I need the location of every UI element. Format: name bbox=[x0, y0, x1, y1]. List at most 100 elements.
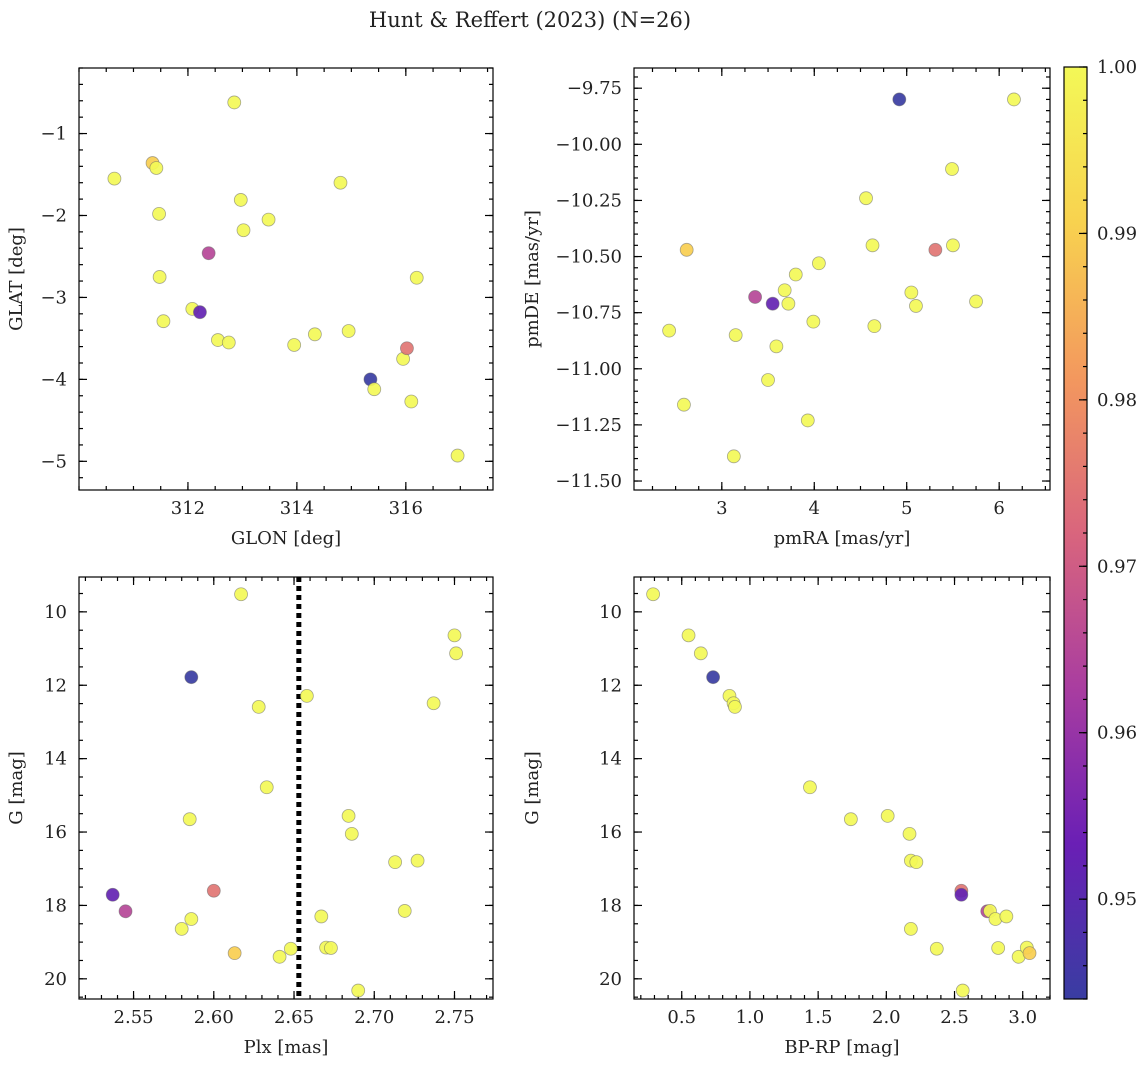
x-tick-label: 2.70 bbox=[354, 1007, 394, 1028]
data-point bbox=[726, 449, 741, 464]
colorbar: 0.95 0.96 0.97 0.98 0.99 1.00 bbox=[1063, 57, 1137, 1000]
plot-frame bbox=[633, 576, 1051, 1000]
data-point bbox=[800, 413, 815, 428]
y-tick-label: 20 bbox=[44, 969, 67, 990]
data-point bbox=[107, 171, 122, 186]
y-tick-label: 18 bbox=[44, 895, 67, 916]
y-tick-label: 10 bbox=[599, 602, 622, 623]
data-point bbox=[251, 700, 266, 714]
y-tick-label: −2 bbox=[40, 205, 67, 226]
x-tick-label: 2.75 bbox=[434, 1007, 474, 1028]
data-point bbox=[679, 242, 694, 257]
data-point bbox=[450, 448, 465, 463]
colorbar-tick-label: 0.98 bbox=[1097, 390, 1137, 411]
x-tick-label: 314 bbox=[280, 498, 314, 519]
data-point bbox=[426, 696, 441, 711]
y-tick-label: −11.25 bbox=[555, 415, 622, 436]
data-point bbox=[307, 327, 322, 342]
y-tick-label: −10.75 bbox=[555, 303, 622, 324]
y-tick-label: 20 bbox=[599, 969, 622, 990]
data-point bbox=[227, 95, 242, 110]
data-point bbox=[341, 324, 356, 338]
plot-frame bbox=[633, 67, 1051, 491]
panel-plx-g: 2.55 2.60 2.65 2.70 2.75 10 12 14 16 18 20 Plx [mas… bbox=[6, 576, 494, 1058]
data-point bbox=[909, 855, 924, 870]
data-point bbox=[287, 338, 302, 352]
y-tick-label: −5 bbox=[40, 451, 67, 472]
x-tick-label: 0.5 bbox=[667, 1007, 696, 1028]
y-tick-label: −9.75 bbox=[567, 78, 622, 99]
y-tick-label: −11.00 bbox=[555, 359, 622, 380]
data-point bbox=[233, 193, 248, 207]
y-tick-label: −10.50 bbox=[555, 247, 622, 268]
y-tick-label: 16 bbox=[599, 822, 622, 843]
data-point bbox=[314, 909, 329, 924]
data-point bbox=[1007, 92, 1021, 107]
data-point bbox=[748, 290, 763, 304]
data-point bbox=[447, 628, 462, 643]
x-axis-label: BP-RP [mag] bbox=[784, 1037, 899, 1058]
data-point bbox=[344, 826, 359, 841]
x-tick-label: 312 bbox=[171, 498, 205, 519]
data-point bbox=[777, 283, 792, 298]
data-point bbox=[902, 826, 917, 841]
data-point bbox=[184, 670, 199, 685]
colorbar-tick-label: 0.95 bbox=[1097, 889, 1137, 910]
data-point bbox=[182, 812, 197, 827]
data-point bbox=[118, 904, 133, 919]
figure-title: Hunt & Reffert (2023) (N=26) bbox=[369, 8, 691, 32]
x-axis-label: GLON [deg] bbox=[231, 528, 341, 549]
data-point bbox=[865, 238, 880, 253]
data-point bbox=[410, 853, 425, 868]
data-point bbox=[156, 314, 171, 329]
data-point bbox=[351, 983, 366, 998]
data-point bbox=[859, 191, 873, 206]
y-tick-label: 18 bbox=[599, 895, 622, 916]
data-point bbox=[333, 175, 348, 190]
y-axis-label: G [mag] bbox=[522, 751, 543, 824]
x-tick-label: 2.60 bbox=[194, 1007, 234, 1028]
y-tick-label: −10.25 bbox=[555, 190, 622, 211]
data-point bbox=[174, 922, 189, 936]
data-point bbox=[867, 319, 882, 334]
x-tick-label: 2.0 bbox=[872, 1007, 901, 1028]
data-point bbox=[999, 909, 1014, 924]
data-point bbox=[728, 700, 742, 714]
data-point bbox=[880, 808, 895, 823]
panel-bprp-g: 0.5 1.0 1.5 2.0 2.5 3.0 10 12 14 16 18 20 BP-RP [mag… bbox=[522, 576, 1051, 1058]
data-point bbox=[397, 904, 412, 918]
data-point bbox=[261, 212, 276, 227]
data-point bbox=[283, 941, 298, 956]
x-tick-label: 2.65 bbox=[274, 1007, 314, 1028]
data-point bbox=[946, 238, 960, 253]
y-tick-label: −1 bbox=[40, 124, 67, 145]
y-tick-label: 14 bbox=[599, 749, 622, 770]
x-tick-label: 2.55 bbox=[114, 1007, 154, 1028]
colorbar-tick-label: 1.00 bbox=[1097, 57, 1137, 78]
y-tick-label: −11.50 bbox=[555, 471, 622, 492]
data-point bbox=[892, 92, 907, 107]
data-point bbox=[367, 382, 382, 397]
x-axis-label: pmRA [mas/yr] bbox=[774, 528, 911, 549]
colorbar-tick-label: 0.96 bbox=[1097, 723, 1137, 744]
data-point bbox=[221, 335, 236, 350]
data-point bbox=[904, 285, 919, 300]
y-tick-label: −10.00 bbox=[555, 134, 622, 155]
data-point bbox=[693, 646, 708, 661]
data-point bbox=[909, 299, 923, 313]
data-point bbox=[105, 887, 120, 902]
data-point bbox=[929, 941, 944, 956]
data-point bbox=[646, 587, 660, 602]
y-tick-label: −4 bbox=[40, 369, 67, 390]
data-point bbox=[811, 256, 826, 271]
data-point bbox=[184, 912, 199, 926]
data-point bbox=[404, 394, 419, 409]
data-point bbox=[193, 305, 207, 320]
x-tick-label: 6 bbox=[993, 498, 1004, 519]
colorbar-gradient bbox=[1064, 67, 1087, 999]
data-point bbox=[400, 341, 414, 356]
data-point bbox=[788, 267, 803, 282]
x-tick-label: 2.5 bbox=[940, 1007, 969, 1028]
data-point bbox=[149, 161, 164, 175]
